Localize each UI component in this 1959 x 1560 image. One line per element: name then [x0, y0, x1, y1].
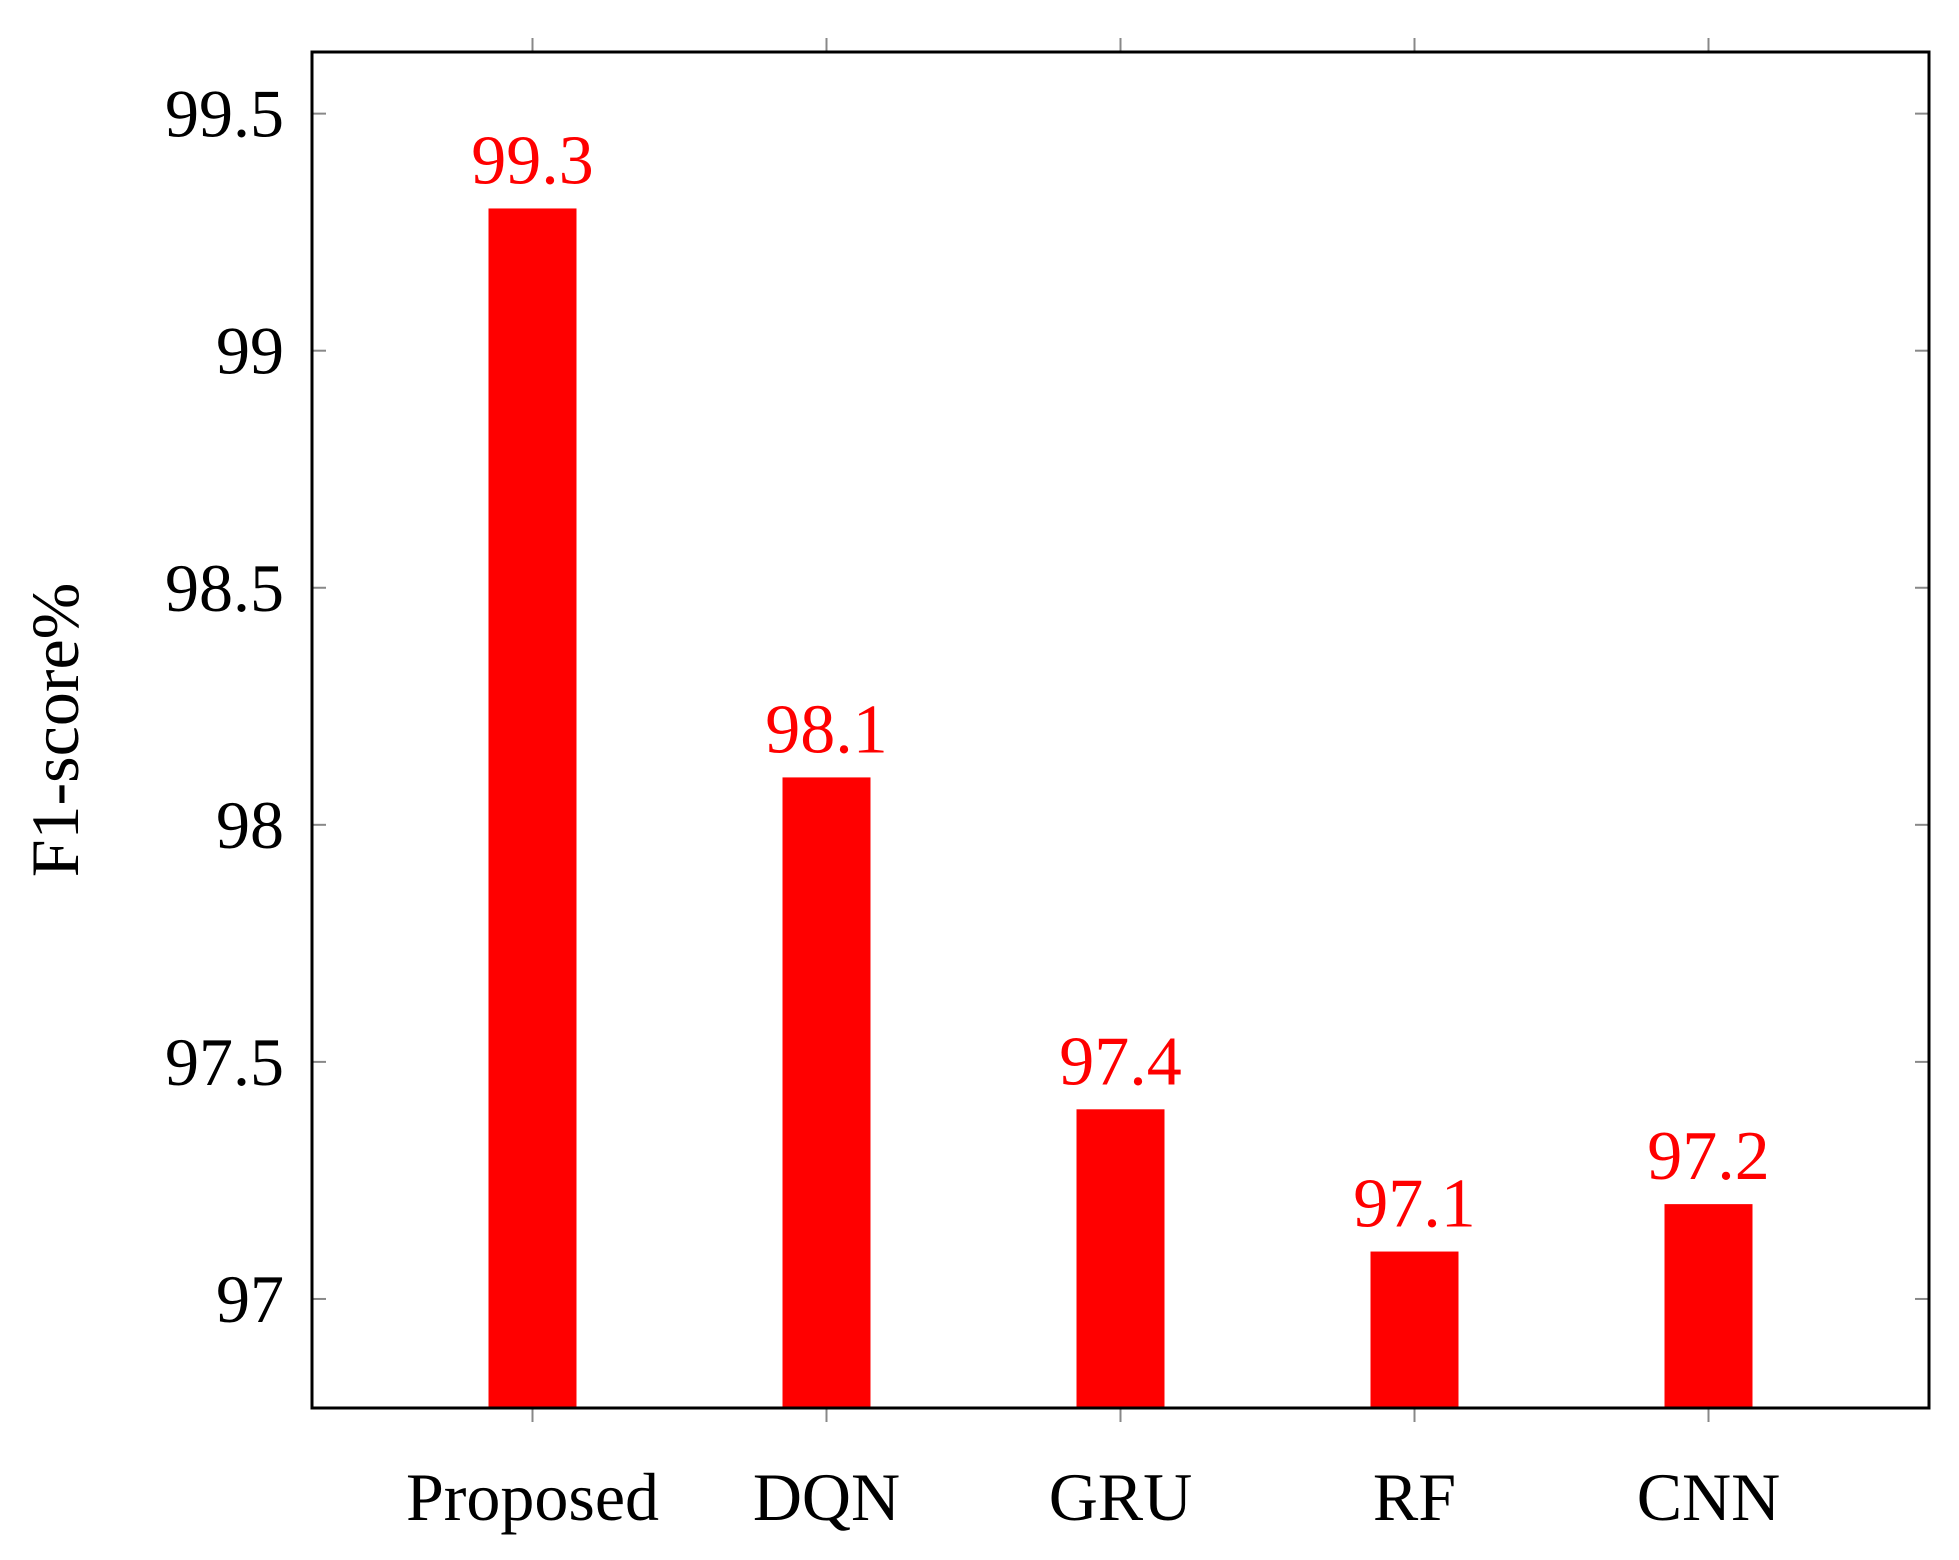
x-tick-label-gru: GRU	[1049, 1459, 1193, 1535]
labels-layer: 99.3 Proposed 98.1 DQN 97.4 GRU 97.1 RF 97.2 CNN 9…	[165, 76, 1780, 1535]
y-tick-label: 97	[216, 1261, 284, 1337]
data-label-cnn: 97.2	[1647, 1118, 1770, 1195]
data-label-proposed: 99.3	[471, 122, 594, 199]
bars-layer	[488, 208, 1753, 1408]
bar-rf	[1370, 1251, 1459, 1408]
bar-proposed	[488, 208, 577, 1408]
y-tick-label: 98	[216, 787, 284, 863]
data-label-dqn: 98.1	[765, 691, 888, 768]
x-tick-label-dqn: DQN	[753, 1459, 900, 1535]
ticks-layer	[312, 38, 1929, 1422]
bar-cnn	[1664, 1204, 1753, 1408]
y-tick-label: 97.5	[165, 1024, 284, 1100]
bar-dqn	[782, 777, 871, 1408]
data-label-rf: 97.1	[1353, 1166, 1476, 1243]
x-tick-label-cnn: CNN	[1637, 1459, 1781, 1535]
x-tick-label-rf: RF	[1373, 1459, 1456, 1535]
y-tick-label: 99	[216, 313, 284, 389]
y-axis-title: F1-score%	[17, 583, 93, 878]
bar-gru	[1076, 1109, 1165, 1408]
data-label-gru: 97.4	[1059, 1023, 1182, 1100]
y-tick-label: 99.5	[165, 76, 284, 152]
x-tick-label-proposed: Proposed	[406, 1459, 659, 1535]
plot-frame	[310, 50, 1931, 1410]
y-tick-label: 98.5	[165, 550, 284, 626]
